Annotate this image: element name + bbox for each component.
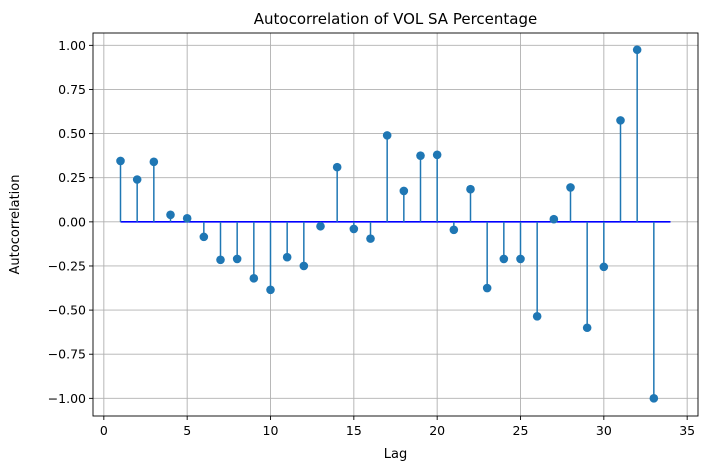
stem-marker xyxy=(599,262,609,272)
x-tick-label: 10 xyxy=(263,423,279,438)
ticks: 0 5 10 15 20 25 30 35 −1.00 −0.75 −0.50 −0.25 0.00 0.… xyxy=(48,38,695,438)
x-tick-label: 0 xyxy=(100,423,108,438)
stem-marker xyxy=(132,175,142,184)
y-tick-label: −0.50 xyxy=(48,303,86,318)
stem-marker xyxy=(549,214,559,224)
stem-marker xyxy=(649,394,659,403)
y-tick-label: −1.00 xyxy=(48,391,86,406)
stem-marker xyxy=(266,285,275,295)
y-tick-label: 0.50 xyxy=(58,126,86,141)
stem-marker xyxy=(382,131,392,140)
x-tick-label: 15 xyxy=(346,423,362,438)
stem-marker xyxy=(632,45,642,55)
x-tick-label: 20 xyxy=(429,423,445,438)
chart-title: Autocorrelation of VOL SA Percentage xyxy=(254,10,537,28)
stem-marker xyxy=(482,283,492,293)
x-tick-label: 30 xyxy=(596,423,612,438)
stem-marker xyxy=(566,183,575,192)
x-axis-label: Lag xyxy=(384,447,407,462)
x-tick-label: 25 xyxy=(513,423,529,438)
y-tick-label: 0.25 xyxy=(58,170,86,185)
stem-marker xyxy=(349,224,359,234)
stem-marker xyxy=(182,214,192,223)
stem-marker xyxy=(449,225,459,235)
stem-marker xyxy=(516,254,525,264)
stem-marker xyxy=(616,116,625,125)
stem-marker xyxy=(282,252,292,262)
y-tick-label: −0.25 xyxy=(48,258,86,273)
y-tick-label: 0.00 xyxy=(58,214,86,229)
x-tick-label: 5 xyxy=(183,423,191,438)
stem-marker xyxy=(216,255,225,265)
stems xyxy=(116,45,659,403)
x-tick-label: 35 xyxy=(679,423,695,438)
stem-marker xyxy=(199,232,209,242)
grid xyxy=(93,33,698,416)
stem-marker xyxy=(432,150,442,160)
plot-frame xyxy=(92,32,699,417)
stem-marker xyxy=(532,311,542,321)
stem-marker xyxy=(466,184,475,194)
stem-marker xyxy=(149,157,159,167)
stem-marker xyxy=(332,162,342,172)
stem-marker xyxy=(399,186,409,196)
stem-marker xyxy=(116,156,125,166)
stem-marker xyxy=(582,323,592,333)
y-axis-label: Autocorrelation xyxy=(8,175,23,275)
y-tick-label: 0.75 xyxy=(58,82,86,97)
stem-marker xyxy=(249,274,259,283)
stem-marker xyxy=(299,261,309,271)
y-tick-label: 1.00 xyxy=(58,38,86,53)
stem-marker xyxy=(416,151,425,160)
stem-marker xyxy=(499,254,509,264)
stem-marker xyxy=(316,221,325,231)
y-tick-label: −0.75 xyxy=(48,347,86,362)
stem-marker xyxy=(232,254,242,264)
stem-marker xyxy=(366,234,375,243)
stem-marker xyxy=(166,210,175,220)
